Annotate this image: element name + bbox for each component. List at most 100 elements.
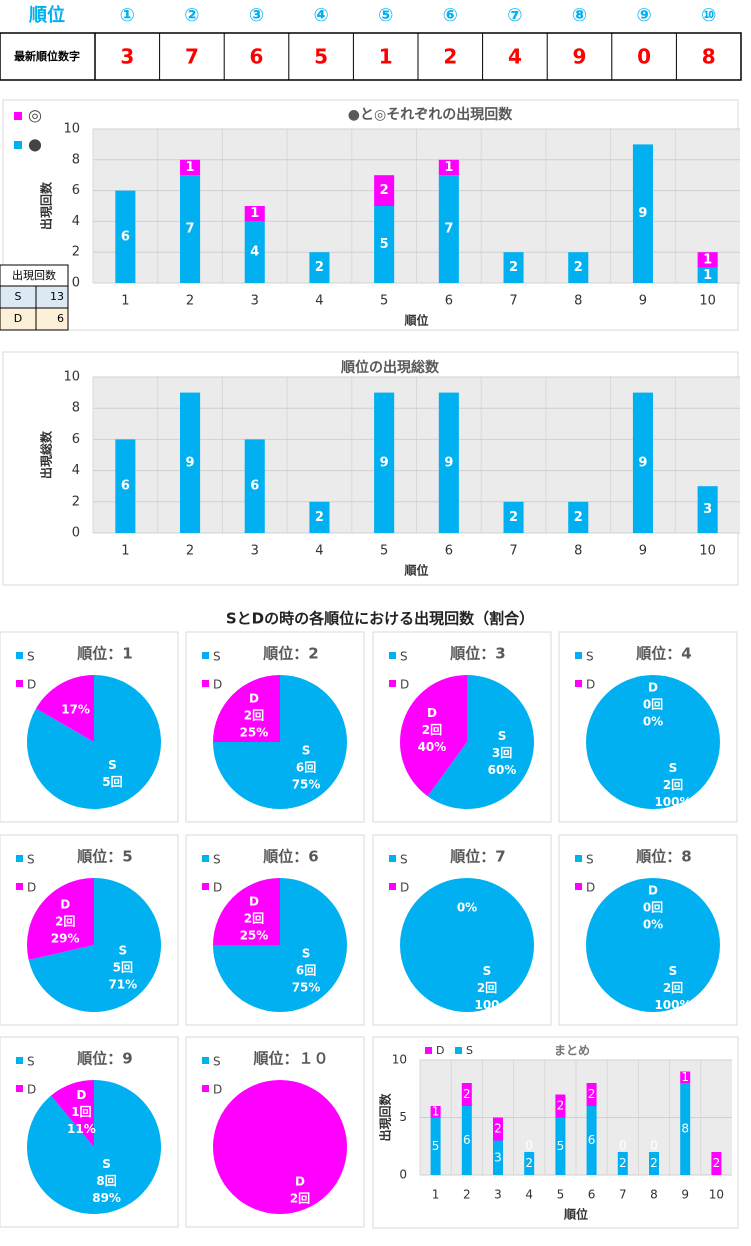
legend-swatch [389, 855, 396, 862]
x-tick-label: 9 [639, 544, 647, 559]
data-label: 1 [432, 1104, 440, 1118]
bar [555, 1117, 566, 1175]
slice-label: 75% [292, 778, 321, 792]
count-value: 13 [50, 290, 64, 303]
y-tick-label: 4 [72, 214, 80, 229]
pie-slice [213, 1080, 347, 1214]
x-tick-label: 3 [251, 544, 259, 559]
data-label: 2 [315, 260, 324, 275]
x-tick-label: 3 [251, 294, 259, 309]
bar [180, 159, 201, 176]
slice-label: 5回 [113, 960, 133, 974]
x-tick-label: 3 [494, 1188, 502, 1202]
legend-swatch [16, 1057, 23, 1064]
y-tick-label: 8 [72, 152, 80, 167]
slice-label: 2回 [663, 778, 683, 792]
slice-label: 0回 [643, 901, 663, 915]
bar [461, 1106, 472, 1175]
slice-label: 2回 [244, 911, 264, 925]
legend-label: S [27, 1055, 35, 1069]
data-label: 2 [574, 260, 583, 275]
legend-label: D [213, 881, 222, 895]
data-label: 2 [574, 510, 583, 525]
x-tick-label: 4 [315, 544, 323, 559]
x-tick-label: 7 [619, 1188, 627, 1202]
slice-label: 2回 [55, 915, 75, 929]
latest-digit: 4 [508, 45, 522, 69]
y-tick-label: 8 [72, 401, 80, 416]
chart-title: まとめ [554, 1044, 590, 1058]
pie-slice [586, 675, 720, 809]
legend-swatch [16, 652, 23, 659]
y-tick-label: 0 [72, 526, 80, 541]
bar [568, 252, 589, 283]
rank-header: ④ [313, 5, 328, 26]
x-tick-label: 10 [699, 544, 716, 559]
legend-swatch [389, 652, 396, 659]
pie-slice [26, 675, 161, 809]
data-label: 1 [250, 206, 259, 221]
x-tick-label: 10 [709, 1188, 724, 1202]
y-axis-label: 出現総数 [39, 430, 54, 479]
data-label: 2 [619, 1156, 627, 1170]
pie-title: 順位：6 [262, 848, 318, 866]
data-label: 2 [463, 1087, 471, 1101]
slice-label: 8回 [96, 1174, 116, 1188]
bar [493, 1117, 503, 1141]
slice-label: 25% [240, 928, 269, 942]
data-label: 1 [186, 160, 195, 175]
bar [438, 159, 459, 176]
x-tick-label: 6 [588, 1188, 596, 1202]
legend-swatch [575, 652, 582, 659]
bar [438, 175, 459, 283]
y-tick-label: 6 [72, 183, 80, 198]
latest-digit: 7 [185, 45, 199, 69]
latest-digit: 6 [250, 45, 264, 69]
bar [632, 392, 653, 533]
data-label: 3 [494, 1150, 502, 1164]
slice-label: 0回 [643, 698, 663, 712]
pie-slice [399, 675, 467, 797]
latest-digit: 1 [379, 45, 393, 69]
pie-slice [586, 878, 720, 1012]
slice-label: 2回 [477, 981, 497, 995]
count-name: S [15, 290, 22, 303]
x-tick-label: 2 [463, 1188, 471, 1202]
legend-swatch [202, 652, 209, 659]
pie-slice [427, 675, 534, 809]
pie-title: 順位：8 [635, 848, 691, 866]
data-label: 5 [432, 1139, 440, 1153]
y-axis-label: 出現回数 [39, 181, 54, 230]
slice-label: 0% [643, 918, 663, 932]
data-label: 9 [444, 455, 453, 470]
slice-label: 0% [457, 901, 477, 915]
legend-label: S [586, 853, 594, 867]
slice-label: 89% [92, 1191, 121, 1205]
bar [697, 486, 718, 533]
pie-title: 順位：2 [262, 645, 318, 663]
x-tick-label: 4 [525, 1188, 533, 1202]
bar [697, 252, 718, 268]
legend-label: S [27, 853, 35, 867]
data-label: 5 [380, 237, 389, 252]
legend-label: S [400, 650, 408, 664]
data-label: 1 [703, 252, 712, 267]
latest-row-label: 最新順位数字 [14, 49, 80, 63]
slice-label: 1回 [71, 1105, 91, 1119]
data-label: 0 [619, 1139, 627, 1153]
slice-label: 25% [240, 725, 269, 739]
rank-header: ⑨ [636, 5, 651, 26]
x-axis-label: 順位 [403, 563, 428, 578]
rank-header: ⑥ [443, 5, 458, 26]
y-tick-label: 4 [72, 463, 80, 478]
bar [568, 501, 589, 533]
y-tick-label: 6 [72, 432, 80, 447]
x-axis-label: 順位 [563, 1207, 588, 1222]
data-label: 2 [509, 510, 518, 525]
slice-label: 6回 [296, 964, 316, 978]
y-tick-label: 2 [72, 494, 80, 509]
y-tick-label: 10 [63, 370, 80, 385]
slice-label: 2回 [244, 708, 264, 722]
x-tick-label: 2 [186, 544, 194, 559]
